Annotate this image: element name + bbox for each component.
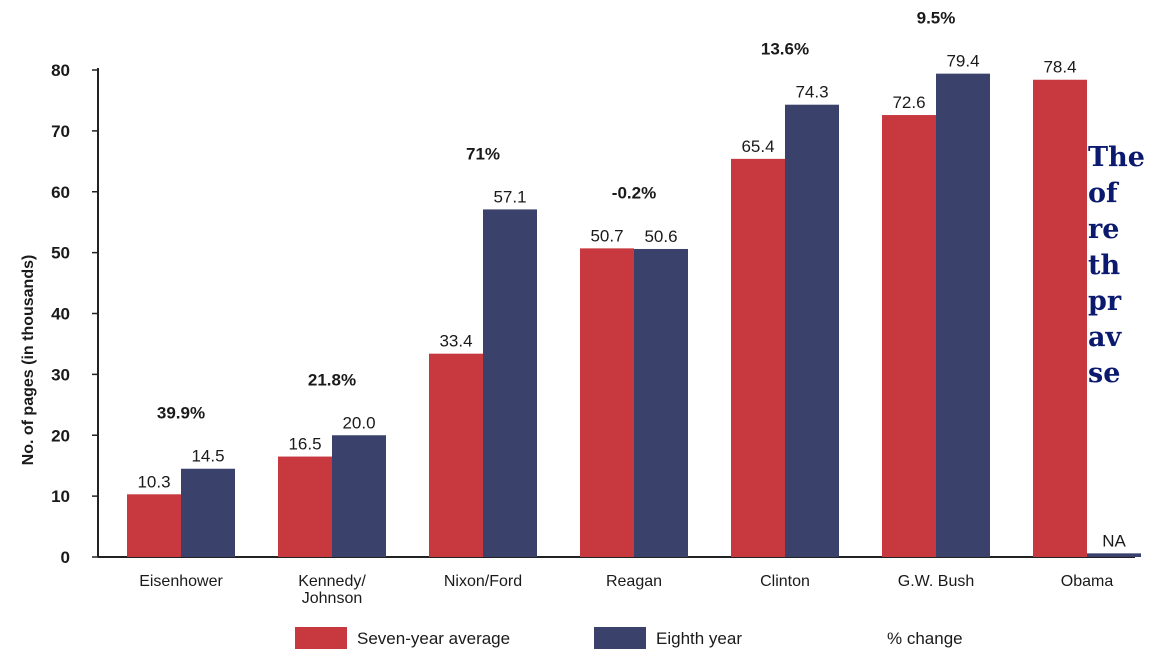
- bar: [936, 73, 990, 557]
- legend-label: Seven-year average: [357, 629, 510, 648]
- y-tick-label: 30: [51, 365, 70, 384]
- y-tick-label: 10: [51, 487, 70, 506]
- bar-value-label: 16.5: [288, 435, 321, 454]
- percent-change-label: 71%: [466, 144, 500, 163]
- y-axis-label: No. of pages (in thousands): [20, 255, 37, 466]
- x-tick-label: Obama: [1061, 573, 1114, 590]
- bar: [127, 494, 181, 557]
- legend-swatch: [594, 627, 646, 649]
- bar: [731, 158, 785, 557]
- bar-value-label: 79.4: [946, 52, 979, 71]
- bar-value-label: 33.4: [439, 332, 472, 351]
- bar-value-label: 57.1: [493, 187, 526, 206]
- y-tick-label: 0: [61, 548, 70, 567]
- x-tick-label: Reagan: [606, 573, 662, 590]
- bar-value-label: 14.5: [191, 447, 224, 466]
- bar: [882, 115, 936, 558]
- bar-value-label: 78.4: [1043, 58, 1076, 77]
- y-axis-ticks: 0 10 20 30 40 50 60 70 80: [51, 61, 98, 567]
- y-tick-label: 40: [51, 305, 70, 324]
- bar-value-label: NA: [1102, 531, 1126, 550]
- x-tick-label: Kennedy/: [298, 573, 366, 590]
- bar: [1033, 79, 1087, 558]
- bar: [278, 456, 332, 557]
- bar: [181, 468, 235, 557]
- x-tick-label: Eisenhower: [139, 573, 223, 590]
- bar-value-label: 50.7: [590, 226, 623, 245]
- x-tick-label: Johnson: [302, 590, 363, 607]
- y-tick-label: 70: [51, 122, 70, 141]
- bar-value-label: 65.4: [741, 137, 774, 156]
- y-tick-label: 50: [51, 244, 70, 263]
- bar-value-label: 50.6: [644, 227, 677, 246]
- bar-value-label: 72.6: [892, 93, 925, 112]
- x-tick-label: Clinton: [760, 573, 810, 590]
- side-caption-text: The of re th pr av se: [1088, 142, 1145, 389]
- category-labels: Eisenhower Kennedy/Johnson Nixon/Ford Reaga…: [139, 573, 1113, 607]
- legend-label: Eighth year: [656, 629, 742, 648]
- legend-label: % change: [887, 629, 963, 648]
- bar: [429, 353, 483, 557]
- bar-value-label: 20.0: [342, 413, 375, 432]
- percent-change-label: 13.6%: [761, 40, 809, 59]
- bar: [580, 248, 634, 557]
- bar: [785, 104, 839, 557]
- bar: [483, 209, 537, 557]
- percent-change-label: -0.2%: [612, 183, 656, 202]
- x-tick-label: G.W. Bush: [898, 573, 974, 590]
- percent-change-label: 39.9%: [157, 404, 205, 423]
- x-tick-label: Nixon/Ford: [444, 573, 522, 590]
- chart-legend: Seven-year average Eighth year % change: [295, 627, 963, 649]
- bar-value-labels: 10.3 14.5 16.5 20.0 33.4 57.1 50.7 50.6 65.4 74.3…: [137, 52, 1126, 551]
- percent-change-label: 21.8%: [308, 370, 356, 389]
- chart-bars: [127, 73, 1141, 558]
- bar: [634, 248, 688, 557]
- bar: [332, 435, 386, 557]
- bar: [1087, 553, 1141, 557]
- percent-change-labels: 39.9% 21.8% 71% -0.2% 13.6% 9.5%: [157, 9, 955, 423]
- legend-swatch: [295, 627, 347, 649]
- bar-value-label: 10.3: [137, 472, 170, 491]
- percent-change-label: 9.5%: [917, 9, 956, 28]
- y-tick-label: 20: [51, 426, 70, 445]
- y-tick-label: 80: [51, 61, 70, 80]
- bar-value-label: 74.3: [795, 83, 828, 102]
- y-tick-label: 60: [51, 183, 70, 202]
